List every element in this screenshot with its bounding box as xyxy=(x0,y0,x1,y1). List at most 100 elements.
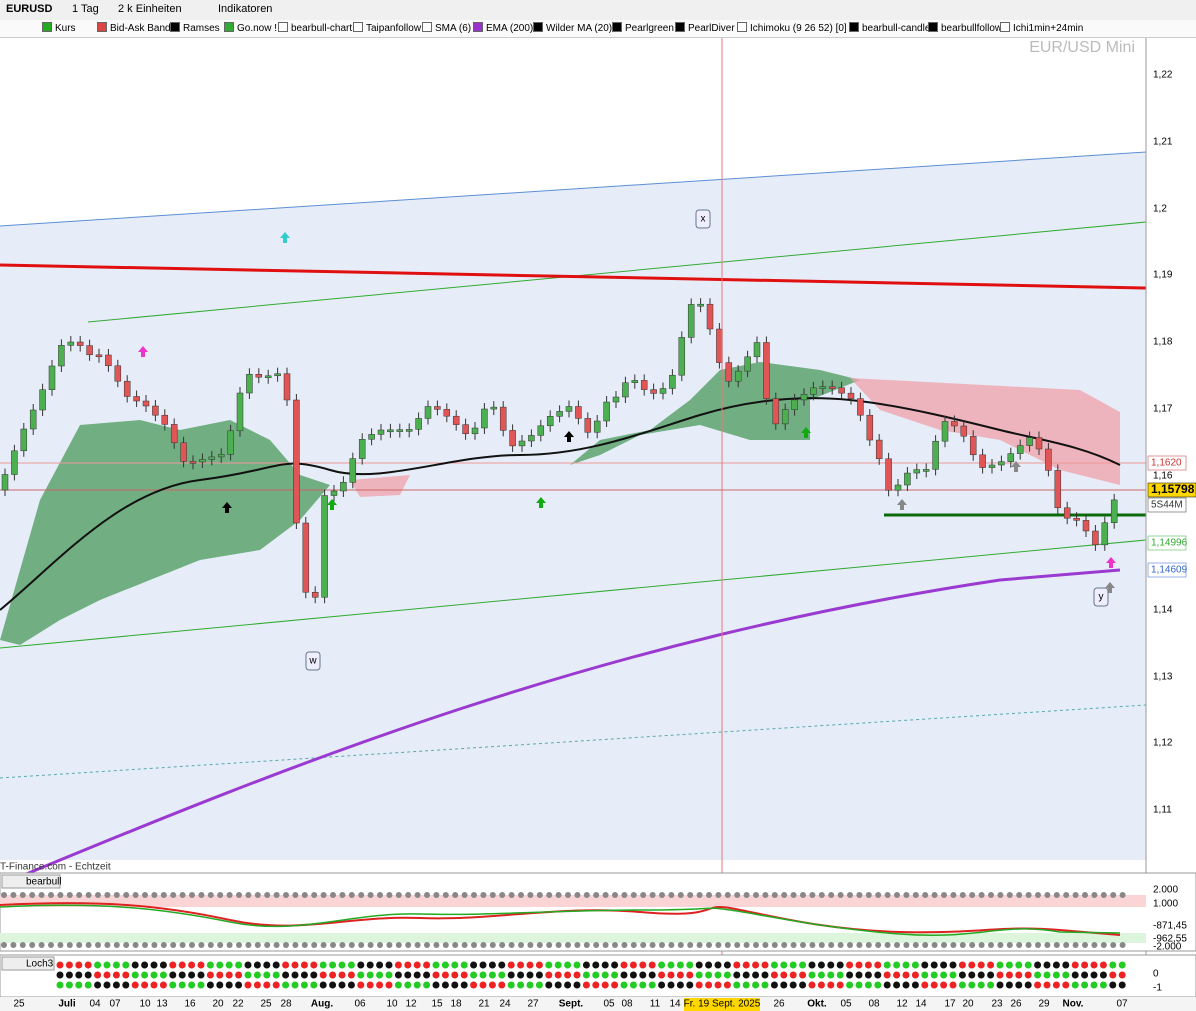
indicator-tab[interactable]: Wilder MA (20) xyxy=(533,22,612,34)
dot xyxy=(630,892,637,898)
dot xyxy=(159,961,167,969)
indicator-tab[interactable]: Ichimoku (9 26 52) [0] xyxy=(737,22,847,34)
dot xyxy=(912,892,919,898)
dot xyxy=(640,942,647,948)
indicator-tab[interactable]: Bid-Ask Band xyxy=(97,22,171,34)
panel-label-box xyxy=(1,874,61,889)
dot xyxy=(894,892,900,898)
indicator-tab[interactable]: Go.now ! xyxy=(224,22,277,34)
dot xyxy=(330,942,336,948)
dot xyxy=(517,981,525,989)
dot xyxy=(676,971,684,979)
dot xyxy=(480,892,487,898)
dot xyxy=(112,961,120,969)
panel-tick-label: -962,55 xyxy=(1153,934,1187,945)
indicator-tab[interactable]: Pearlgreen xyxy=(612,22,674,34)
date-tick-label: 10 xyxy=(386,999,398,1010)
candle xyxy=(894,484,902,491)
dot xyxy=(433,892,440,898)
date-tick-label: 26 xyxy=(1010,999,1022,1010)
dot xyxy=(1091,892,1098,898)
indicator-tab[interactable]: bearbull-candle xyxy=(849,22,930,34)
indicator-tab[interactable]: Ichi1min+24min xyxy=(1000,22,1083,34)
date-tick-label: 14 xyxy=(669,999,681,1010)
dot xyxy=(1062,961,1070,969)
dot xyxy=(696,892,703,898)
indicator-tab-label: SMA (6) xyxy=(435,23,472,34)
date-tick-label: 08 xyxy=(868,999,880,1010)
indicator-tab-label: Bid-Ask Band xyxy=(110,23,171,34)
panel-tick-label: 0 xyxy=(1153,969,1159,980)
dot xyxy=(884,892,891,898)
dot xyxy=(263,961,271,969)
dot xyxy=(611,971,619,979)
candle xyxy=(58,345,65,367)
indicator-tab[interactable]: EMA (200) xyxy=(473,22,533,34)
dot xyxy=(75,981,83,989)
dot xyxy=(518,942,524,948)
dot xyxy=(668,892,675,898)
dot xyxy=(507,961,515,969)
candle xyxy=(293,399,300,524)
price-badge xyxy=(1147,535,1187,551)
price-badge-label: 5S44M xyxy=(1151,500,1183,511)
indicator-tab-label: Ichimoku (9 26 52) [0] xyxy=(750,23,847,34)
dot xyxy=(179,942,186,948)
dot xyxy=(470,981,478,989)
indicator-tab[interactable]: bearbullfollow xyxy=(928,22,1002,34)
indicator-tab[interactable]: PearlDiver xyxy=(675,22,735,34)
dot xyxy=(705,981,713,989)
dot xyxy=(460,981,468,989)
dot xyxy=(902,981,910,989)
candle xyxy=(330,490,338,496)
dot xyxy=(930,961,938,969)
dot xyxy=(310,961,318,969)
dot xyxy=(19,892,26,898)
dot xyxy=(377,942,383,948)
dot xyxy=(1005,971,1013,979)
indicator-tab[interactable]: Kurs xyxy=(42,22,76,34)
dot xyxy=(56,961,64,969)
dot xyxy=(987,981,995,989)
dot xyxy=(160,892,167,898)
dot xyxy=(564,981,572,989)
period[interactable]: 1 Tag xyxy=(72,3,99,15)
candle xyxy=(208,456,216,460)
dot xyxy=(903,942,910,948)
dot xyxy=(1053,942,1060,948)
candle xyxy=(800,394,808,401)
dot xyxy=(300,981,308,989)
units[interactable]: 2 k Einheiten xyxy=(118,3,182,15)
dot xyxy=(75,971,83,979)
dot xyxy=(958,961,966,969)
dot xyxy=(198,892,205,898)
dot xyxy=(245,892,252,898)
candle xyxy=(246,374,253,394)
dot xyxy=(601,971,609,979)
dot xyxy=(771,892,778,898)
price-tick-label: 1,19 xyxy=(1153,270,1173,281)
candle xyxy=(1054,470,1062,509)
indicators[interactable]: Indikatoren xyxy=(218,3,273,15)
dot xyxy=(489,892,496,898)
dot xyxy=(565,942,571,948)
indicator-tab[interactable]: SMA (6) xyxy=(422,22,471,34)
annotation-box xyxy=(695,209,711,229)
indicator-tab[interactable]: Taipanfollow xyxy=(353,22,421,34)
indicator-tab[interactable]: Ramses xyxy=(170,22,220,34)
indicator-tab[interactable]: bearbull-chart xyxy=(278,22,352,34)
price-badge xyxy=(1147,482,1196,498)
dot xyxy=(535,971,543,979)
symbol[interactable]: EURUSD xyxy=(6,3,53,15)
toolbar: EURUSD 1 Tag 2 k Einheiten Indikatoren xyxy=(0,0,1196,21)
dot xyxy=(263,971,271,979)
dot xyxy=(573,971,581,979)
candle xyxy=(424,406,432,419)
dot xyxy=(48,942,54,948)
dot xyxy=(602,892,609,898)
dot xyxy=(733,961,741,969)
dot xyxy=(405,892,412,898)
dot xyxy=(724,892,731,898)
dot xyxy=(489,942,496,948)
